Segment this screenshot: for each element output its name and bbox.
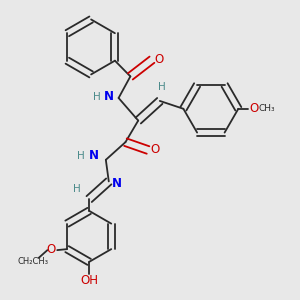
Text: O: O [47, 243, 56, 256]
Text: O: O [249, 102, 259, 115]
Text: H: H [93, 92, 101, 102]
Text: O: O [150, 143, 160, 157]
Text: OH: OH [80, 274, 98, 287]
Text: CH₂CH₃: CH₂CH₃ [17, 257, 48, 266]
Text: N: N [89, 149, 99, 162]
Text: H: H [158, 82, 166, 92]
Text: O: O [154, 53, 164, 66]
Text: H: H [73, 184, 80, 194]
Text: CH₃: CH₃ [259, 104, 275, 113]
Text: N: N [112, 177, 122, 190]
Text: N: N [104, 91, 114, 103]
Text: H: H [77, 151, 85, 161]
